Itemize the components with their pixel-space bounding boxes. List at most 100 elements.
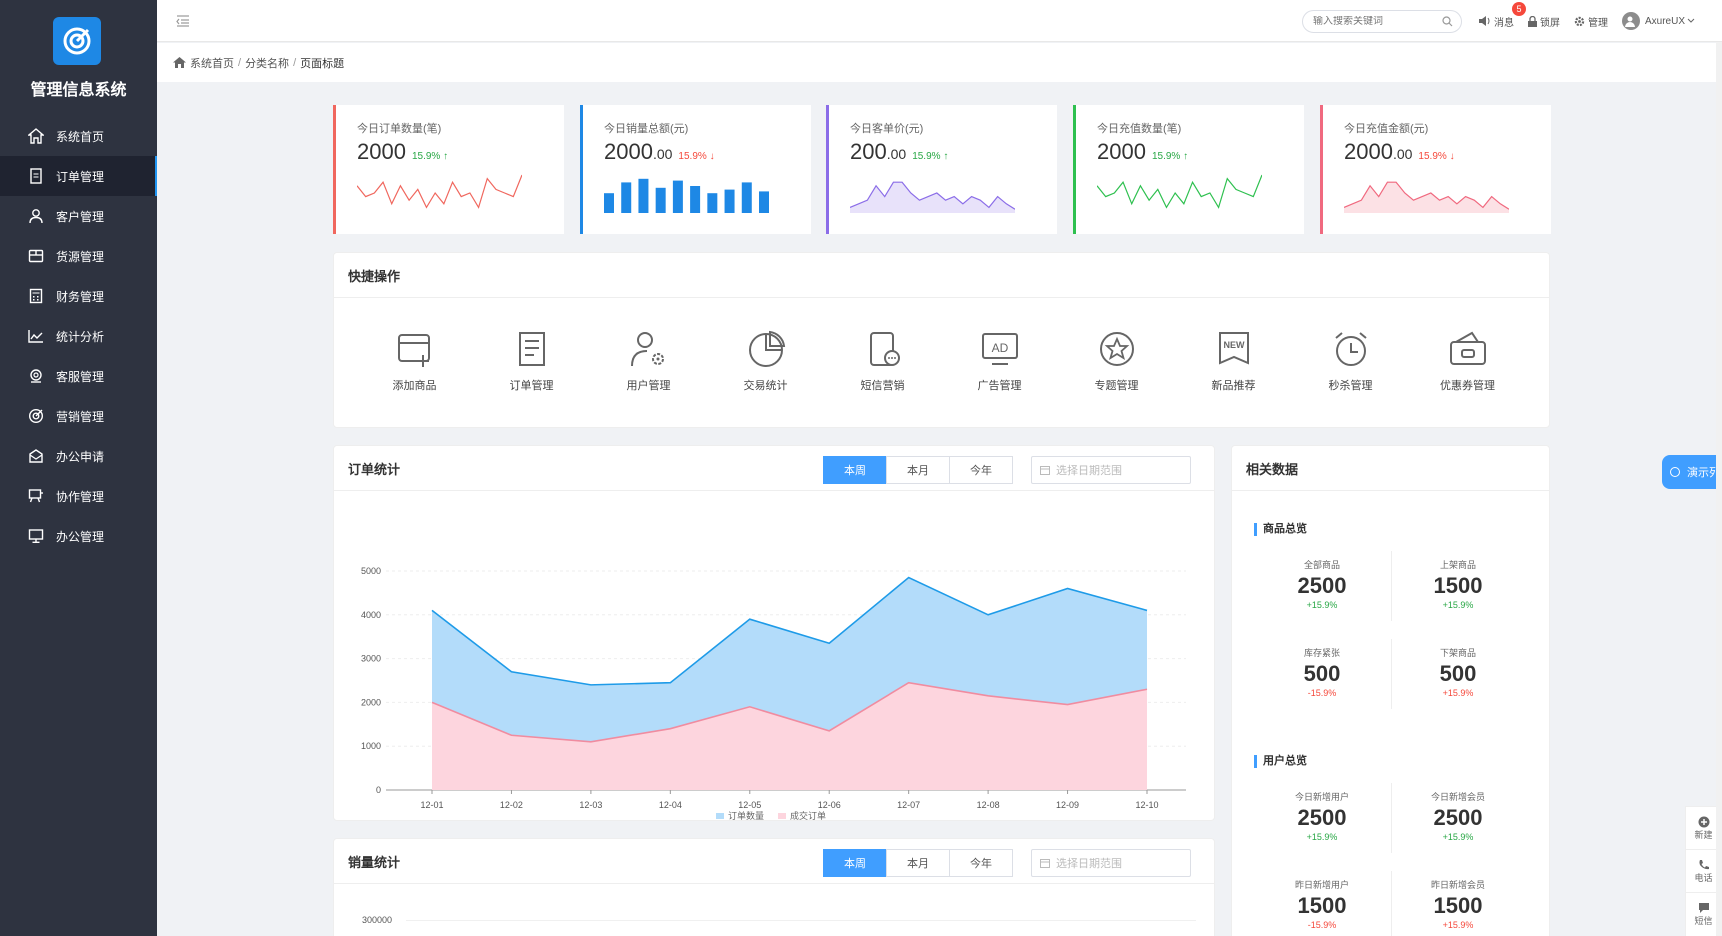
sidebar-item-9[interactable]: 协作管理 (0, 476, 157, 516)
sidebar-item-label: 客户管理 (56, 209, 105, 224)
user-menu[interactable]: AxureUX (1622, 12, 1698, 30)
stat-percent: 15.9% ↓ (1418, 151, 1454, 162)
metric-label: 昨日新增用户 (1294, 880, 1349, 890)
sms-button[interactable]: 短信 (1686, 893, 1721, 936)
tab-this-week[interactable]: 本周 (823, 849, 887, 877)
svg-text:AD: AD (991, 341, 1008, 355)
stat-title: 今日销量总额(元) (604, 123, 689, 135)
new-button[interactable]: 新建 (1686, 807, 1721, 850)
breadcrumb-home[interactable]: 系统首页 (190, 57, 234, 70)
phone-button[interactable]: 电话 (1686, 850, 1721, 893)
legend-swatch (716, 813, 724, 819)
quick-action-add-product[interactable]: 添加商品 (356, 325, 473, 393)
calendar-icon (1040, 466, 1050, 475)
sales-gridline (406, 920, 1196, 921)
quick-action-new-badge[interactable]: NEW 新品推荐 (1175, 325, 1292, 393)
sidebar-item-label: 统计分析 (56, 329, 105, 344)
stat-value-decimal: .00 (652, 146, 673, 162)
search-input[interactable] (1313, 16, 1433, 27)
sales-period-tabs: 本周 本月 今年 (823, 849, 1013, 877)
stat-percent: 15.9% ↑ (412, 151, 448, 162)
sidebar-item-label: 订单管理 (56, 169, 105, 184)
spark-line (850, 181, 1015, 210)
sidebar-item-1[interactable]: 订单管理 (0, 156, 157, 196)
home-icon (28, 128, 44, 144)
quick-action-wallet[interactable]: 优惠券管理 (1409, 325, 1526, 393)
sidebar-item-4[interactable]: 财务管理 (0, 276, 157, 316)
search-icon[interactable] (1442, 16, 1453, 27)
manage-button[interactable]: 管理 (1574, 14, 1608, 29)
menu-toggle-icon[interactable] (175, 13, 191, 29)
lock-screen-label: 锁屏 (1540, 17, 1560, 29)
metric-change: +15.9% (1306, 600, 1338, 610)
sales-date-range-picker[interactable]: 选择日期范围 (1031, 849, 1191, 877)
spark-bar (724, 189, 735, 213)
demo-floating-button[interactable]: 演示列 (1662, 455, 1722, 489)
svg-text:NEW: NEW (1223, 340, 1245, 350)
metric-value: 2500 (1297, 805, 1347, 830)
spark-bar (690, 186, 701, 213)
sidebar-item-6[interactable]: 客服管理 (0, 356, 157, 396)
search-box[interactable] (1302, 10, 1462, 33)
spark-line (1344, 181, 1509, 210)
stat-value-int: 2000 (604, 139, 653, 164)
y-tick-label: 1000 (361, 741, 381, 751)
sidebar-item-label: 协作管理 (56, 489, 105, 504)
x-tick-label: 12-06 (818, 800, 841, 810)
metric-value: 1500 (1433, 573, 1483, 598)
breadcrumb-category[interactable]: 分类名称 (245, 57, 290, 70)
tab-this-month[interactable]: 本月 (886, 456, 950, 484)
stat-title: 今日充值数量(笔) (1097, 123, 1182, 135)
tab-this-year[interactable]: 今年 (949, 849, 1013, 877)
sidebar-item-3[interactable]: 货源管理 (0, 236, 157, 276)
tab-this-month[interactable]: 本月 (886, 849, 950, 877)
stat-percent-value: 15.9% (411, 151, 441, 162)
lock-screen-button[interactable]: 锁屏 (1528, 14, 1560, 29)
sidebar-item-8[interactable]: 办公申请 (0, 436, 157, 476)
quick-action-ad[interactable]: AD 广告管理 (941, 325, 1058, 393)
sidebar-item-5[interactable]: 统计分析 (0, 316, 157, 356)
metric-item: 上架商品 1500 +15.9% (1390, 558, 1526, 610)
app-title: 管理信息系统 (30, 82, 127, 99)
stat-title: 今日客单价(元) (850, 123, 924, 135)
quick-action-order[interactable]: 订单管理 (473, 325, 590, 393)
user-name: AxureUX (1645, 15, 1686, 27)
stat-percent-value: 15.9% (1418, 151, 1447, 162)
quick-action-label: 专题管理 (1094, 380, 1139, 392)
tab-this-week[interactable]: 本周 (823, 456, 887, 484)
order-date-range-picker[interactable]: 选择日期范围 (1031, 456, 1191, 484)
page-scrollbar[interactable] (1716, 42, 1722, 936)
metric-value: 500 (1439, 661, 1477, 686)
quick-action-label: 短信营销 (860, 380, 905, 392)
tab-this-year[interactable]: 今年 (949, 456, 1013, 484)
quick-action-user-settings[interactable]: 用户管理 (590, 325, 707, 393)
sidebar-item-0[interactable]: 系统首页 (0, 116, 157, 156)
sidebar-item-label: 系统首页 (56, 129, 105, 144)
sidebar: 管理信息系统 系统首页 订单管理 客户管理 货源管理 财务管理 统计分析 客服管理 营销管理办… (0, 0, 157, 936)
quick-action-sms[interactable]: 短信营销 (824, 325, 941, 393)
y-tick-label: 5000 (361, 566, 381, 576)
quick-actions-panel: 快捷操作 添加商品 订单管理 用户管理 交易统计 短信营销 AD 广告管理 专题管理 NEW 新品… (333, 252, 1550, 428)
sidebar-item-2[interactable]: 客户管理 (0, 196, 157, 236)
quick-action-star[interactable]: 专题管理 (1058, 325, 1175, 393)
metric-change: +15.9% (1442, 688, 1474, 698)
plus-circle-icon (1698, 816, 1709, 827)
spark-line (1097, 174, 1262, 209)
metric-value: 2500 (1433, 805, 1483, 830)
sidebar-item-7[interactable]: 营销管理 (0, 396, 157, 436)
messages-button[interactable]: 消息 5 (1479, 1, 1526, 29)
metric-value: 1500 (1433, 893, 1483, 918)
quick-action-label: 添加商品 (392, 380, 437, 392)
stat-title: 今日订单数量(笔) (357, 123, 442, 135)
stat-value: 2000.00 15.9% ↓ (1344, 139, 1455, 165)
metric-label: 今日新增会员 (1430, 792, 1485, 802)
sidebar-item-10[interactable]: 办公管理 (0, 516, 157, 556)
sidebar-item-label: 货源管理 (56, 249, 105, 264)
x-tick-label: 12-01 (420, 800, 443, 810)
stat-value: 200.00 15.9% ↑ (850, 139, 948, 165)
quick-action-pie-chart[interactable]: 交易统计 (707, 325, 824, 393)
x-tick-label: 12-10 (1135, 800, 1158, 810)
series-line (431, 681, 1148, 743)
trend-arrow-icon: ↑ (1183, 151, 1189, 162)
quick-action-alarm-clock[interactable]: 秒杀管理 (1292, 325, 1409, 393)
